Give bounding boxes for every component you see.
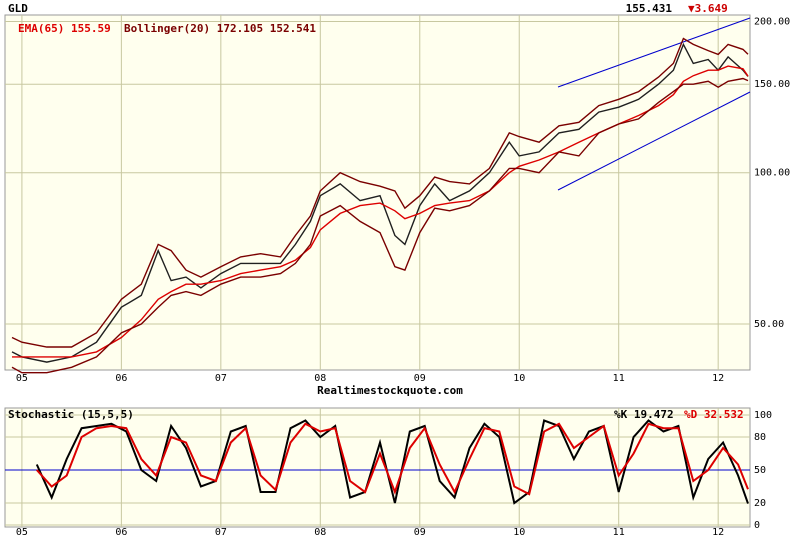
x-tick-label: 08 bbox=[314, 373, 326, 384]
legend-d: %D 32.532 bbox=[684, 408, 744, 421]
y-tick-label: 50 bbox=[754, 465, 766, 476]
legend-ema: EMA(65) 155.59 bbox=[18, 22, 111, 35]
series-line bbox=[11, 42, 749, 363]
series-line bbox=[11, 37, 749, 348]
legend-bollinger: Bollinger(20) 172.105 152.541 bbox=[124, 22, 316, 35]
x-tick-label: 10 bbox=[513, 527, 525, 538]
y-tick-label: 100 bbox=[754, 410, 772, 421]
x-tick-label: 08 bbox=[314, 527, 326, 538]
x-tick-label: 09 bbox=[414, 527, 426, 538]
footer: Realtimestockquote.com bbox=[317, 384, 463, 397]
price-change: ▼3.649 bbox=[688, 2, 728, 15]
y-tick-label: 200.00 bbox=[754, 16, 790, 27]
price-panel bbox=[4, 14, 751, 371]
ticker: GLD bbox=[8, 2, 28, 15]
y-tick-label: 0 bbox=[754, 520, 760, 531]
trend-lines bbox=[557, 17, 751, 191]
x-tick-label: 09 bbox=[414, 373, 426, 384]
stochastic-title: Stochastic (15,5,5) bbox=[8, 408, 134, 421]
y-tick-label: 150.00 bbox=[754, 79, 790, 90]
x-tick-label: 12 bbox=[712, 373, 724, 384]
x-tick-label: 11 bbox=[613, 527, 625, 538]
series-line bbox=[35, 419, 749, 505]
last-price: 155.431 bbox=[626, 2, 673, 15]
series-line bbox=[11, 77, 749, 374]
y-tick-label: 80 bbox=[754, 432, 766, 443]
y-tick-label: 50.00 bbox=[754, 319, 784, 330]
x-tick-label: 11 bbox=[613, 373, 625, 384]
series-line bbox=[12, 65, 749, 358]
series-line bbox=[36, 422, 749, 496]
x-tick-label: 07 bbox=[215, 527, 227, 538]
x-tick-label: 05 bbox=[16, 527, 28, 538]
legend-k: %K 19.472 bbox=[614, 408, 674, 421]
x-tick-label: 07 bbox=[215, 373, 227, 384]
trend-line bbox=[557, 17, 751, 88]
y-tick-label: 100.00 bbox=[754, 168, 790, 179]
x-tick-label: 06 bbox=[115, 527, 127, 538]
y-tick-label: 20 bbox=[754, 498, 766, 509]
x-tick-label: 10 bbox=[513, 373, 525, 384]
x-tick-label: 06 bbox=[115, 373, 127, 384]
x-tick-label: 05 bbox=[16, 373, 28, 384]
x-tick-label: 12 bbox=[712, 527, 724, 538]
trend-line bbox=[557, 91, 751, 191]
